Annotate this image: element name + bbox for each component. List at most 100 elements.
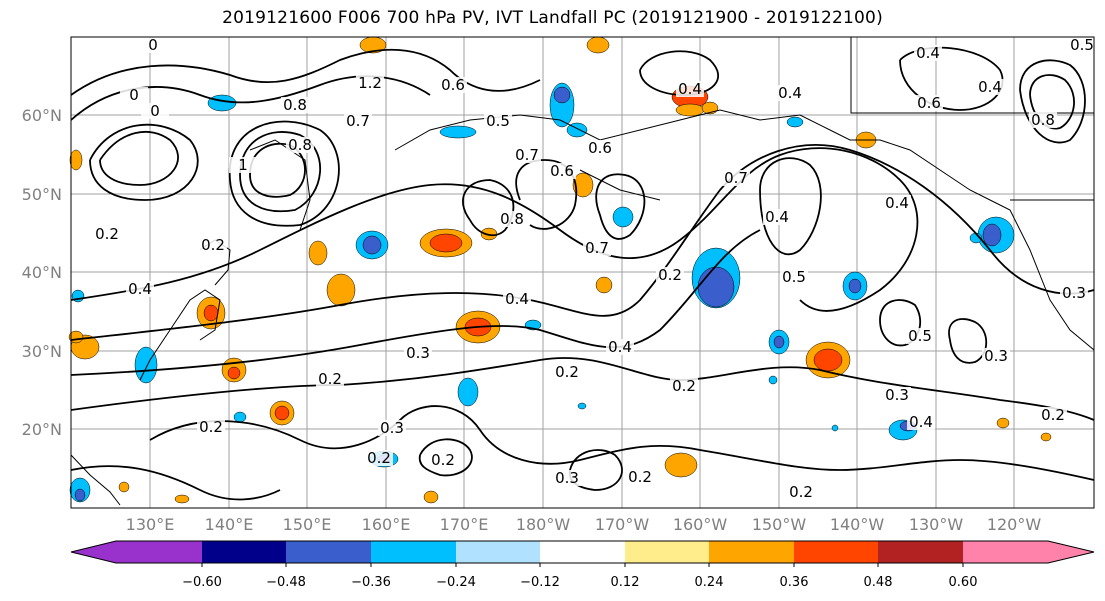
contour-label: 0.2 (789, 483, 813, 501)
lon-tick-label: 140°W (830, 515, 885, 534)
lat-tick-label: 20°N (22, 420, 62, 439)
pv-anomaly-blob (831, 424, 839, 432)
pv-contour-line (418, 438, 473, 477)
pv-anomaly-blob (577, 402, 587, 410)
contour-label-bg (126, 281, 154, 297)
contour-label-bg (676, 81, 704, 97)
contour-label: 0.6 (917, 94, 941, 112)
contour-label-bg (197, 419, 225, 435)
pv-anomaly-blob (203, 304, 219, 322)
pv-anomaly-blob (69, 149, 83, 171)
colorbar-tick-label: −0.12 (520, 575, 560, 590)
contour-label: 0.3 (380, 419, 404, 437)
contour-label-bg (1068, 37, 1096, 53)
lon-tick-label: 150°W (752, 515, 807, 534)
contour-label-bg (553, 470, 581, 486)
contour-label: 0.4 (128, 280, 152, 298)
contour-label: 0.2 (199, 418, 223, 436)
pv-anomaly-blob (308, 240, 328, 266)
contour-label: 0.3 (555, 469, 579, 487)
colorbar-segment (625, 541, 709, 563)
contour-label: 0.4 (608, 338, 632, 356)
pv-anomaly-blob (612, 206, 634, 228)
lon-tick-label: 160°E (362, 515, 411, 534)
contour-label: 0.8 (500, 210, 524, 228)
pv-contour-line (595, 173, 646, 240)
pv-contour-line (99, 131, 179, 186)
contour-label-bg (780, 269, 808, 285)
contour-label-bg (915, 95, 943, 111)
contour-label: 0.6 (550, 162, 574, 180)
contour-label-bg (344, 113, 372, 129)
pv-contour-line (89, 123, 199, 201)
coastlines (70, 37, 1095, 506)
pv-anomaly-blob (174, 494, 190, 504)
contour-label: 0.6 (441, 76, 465, 94)
contour-label-bg (199, 237, 227, 253)
pv-anomaly-blob (768, 375, 778, 385)
contour-label: 0.2 (318, 370, 342, 388)
contour-label-bg (503, 291, 531, 307)
pv-anomaly-blob (207, 94, 237, 112)
contour-label-bg (378, 420, 406, 436)
contour-label: 0.8 (283, 96, 307, 114)
contour-label-bg (120, 87, 148, 103)
colorbar-tick-label: −0.36 (351, 575, 391, 590)
contour-label-bg (586, 140, 614, 156)
contour-label-bg (606, 339, 634, 355)
pv-contour-line (948, 318, 988, 364)
contour-label: 0.2 (628, 468, 652, 486)
contour-label-bg (229, 157, 257, 173)
colorbar-tick-label: −0.60 (182, 575, 222, 590)
contour-label-bg (906, 328, 934, 344)
coastline-path (829, 129, 1095, 351)
contour-label-bg (548, 163, 576, 179)
contour-label-bg (498, 211, 526, 227)
contour-label: 0.4 (505, 290, 529, 308)
lon-tick-label: 120°W (987, 515, 1042, 534)
pv-contour-line (70, 147, 919, 312)
lat-tick-label: 60°N (22, 106, 62, 125)
contour-label-bg (982, 348, 1010, 364)
pv-anomaly-blob (572, 172, 594, 198)
pv-anomaly-blob (982, 223, 1002, 247)
contour-label: 0.4 (909, 413, 933, 431)
contour-label: 0.5 (486, 112, 510, 130)
colorbar-segment (794, 541, 878, 563)
lon-tick-label: 130°E (126, 515, 175, 534)
lon-tick-label: 140°E (205, 515, 254, 534)
pv-contour-line (639, 50, 719, 96)
pv-anomaly-blob (553, 86, 571, 104)
colorbar-tick-label: −0.24 (436, 575, 476, 590)
colorbar-tick-label: 0.24 (695, 575, 724, 590)
coastline-path (139, 289, 221, 381)
contour-label: 0.4 (916, 44, 940, 62)
lat-tick-label: 40°N (22, 263, 62, 282)
colorbar-tick-label: −0.48 (266, 575, 306, 590)
pv-contour-line (239, 131, 322, 213)
colorbar-tick-label: 0.60 (949, 575, 978, 590)
contour-label: 0.8 (288, 136, 312, 154)
contour-label: 0 (129, 86, 139, 104)
colorbar-ticks: −0.60 −0.48 −0.36 −0.24 −0.12 0.12 0.24 0.36 0.4… (182, 563, 977, 590)
pv-anomaly-blob (457, 377, 479, 407)
lon-tick-label: 170°E (440, 515, 489, 534)
contour-label-bg (787, 484, 815, 500)
contour-label-bg (281, 97, 309, 113)
pv-anomaly-blob (773, 335, 785, 349)
pv-anomaly-blob (595, 276, 613, 294)
contour-label: 1 (238, 156, 248, 174)
colorbar-segment (878, 541, 963, 563)
contour-label: 0.3 (406, 344, 430, 362)
colorbar-segment (540, 541, 625, 563)
contour-label: 0.7 (585, 239, 609, 257)
pv-anomaly-blob (786, 116, 804, 128)
contour-labels: 0.20.30.40.20.40.2 0.30.20.3 0.20.20.20.30… (93, 36, 1096, 501)
pv-anomaly-blob (664, 452, 698, 478)
colorbar-segment (709, 541, 794, 563)
contour-label: 0.6 (588, 139, 612, 157)
contour-label-bg (976, 79, 1004, 95)
pv-anomaly-blob (996, 417, 1010, 429)
pv-contour-line (149, 405, 1095, 481)
